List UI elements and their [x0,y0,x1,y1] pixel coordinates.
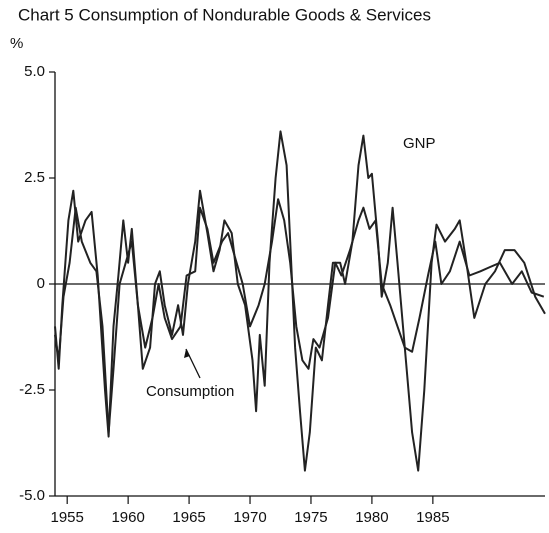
series-line [54,198,545,434]
y-tick-label: 5.0 [24,63,45,80]
chart-title: Chart 5 Consumption of Nondurable Goods … [18,5,431,24]
arrow-head [184,349,190,358]
x-tick-label: 1980 [355,509,388,526]
x-tick-label: 1965 [172,509,205,526]
annotation: GNP [403,135,436,152]
x-tick-label: 1985 [416,509,449,526]
series-line [54,130,546,472]
y-axis-label: % [10,35,23,52]
x-tick-label: 1975 [294,509,327,526]
y-tick-label: 0 [37,275,45,292]
y-tick-label: -2.5 [19,381,45,398]
annotation: Consumption [146,383,234,400]
y-tick-label: 2.5 [24,169,45,186]
x-tick-label: 1960 [111,509,144,526]
x-tick-label: 1970 [233,509,266,526]
y-tick-label: -5.0 [19,487,45,504]
x-tick-label: 1955 [51,509,84,526]
